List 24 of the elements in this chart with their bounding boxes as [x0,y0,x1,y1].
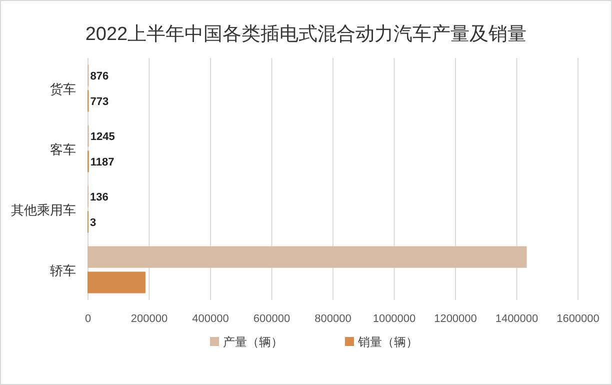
data-label: 3 [90,216,96,229]
data-label: 1187 [90,156,114,168]
x-tick-label: 600000 [253,313,290,325]
y-tick-label: 客车 [50,142,76,157]
data-label: 1245 [90,131,115,144]
legend-label: 销量（辆） [357,335,418,349]
y-tick-label: 其他乘用车 [11,202,76,218]
x-tick-label: 800000 [314,313,352,325]
bar [88,246,527,268]
y-tick-label: 货车 [50,81,76,96]
x-tick-label: 1600000 [556,313,600,325]
x-tick-label: 0 [84,313,92,325]
data-label: 773 [90,96,109,108]
bar [88,272,146,294]
chart-title: 2022上半年中国各类插电式混合动力汽车产量及销量 [85,24,527,45]
data-label: 136 [90,192,108,204]
x-tick-label: 200000 [130,313,168,325]
x-tick-label: 400000 [192,313,229,325]
x-tick-label: 1400000 [495,313,538,325]
x-tick-label: 1000000 [372,313,416,325]
x-tick-label: 1200000 [434,313,477,325]
legend-label: 产量（辆） [223,335,283,349]
data-label: 876 [90,70,109,83]
y-tick-label: 轿车 [50,262,76,278]
